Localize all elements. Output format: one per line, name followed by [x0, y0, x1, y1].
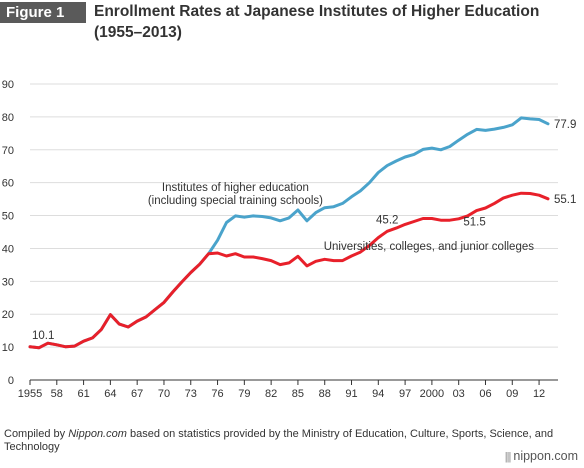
data-label: 51.5 — [463, 217, 485, 229]
x-tick-label: 2000 — [420, 388, 444, 400]
series-line-higher-education — [28, 116, 550, 350]
line-chart: 0 10 20 30 40 50 60 70 80 90 1955 58 61 64 67 70 73 76 79 8… — [2, 79, 577, 400]
chart-title-line2: (1955–2013) — [94, 24, 182, 41]
source-note: Compiled by Nippon.com based on statisti… — [4, 428, 580, 454]
x-tick-label: 73 — [185, 388, 197, 400]
y-tick-label: 20 — [2, 309, 14, 321]
brand-name: nippon.com — [513, 449, 578, 463]
x-tick-label: 76 — [211, 388, 223, 400]
chart-title-line1: Enrollment Rates at Japanese Institutes … — [94, 3, 540, 20]
x-tick-label: 91 — [345, 388, 357, 400]
brand-mark-icon: ||| — [504, 451, 512, 463]
y-tick-label: 80 — [2, 112, 14, 124]
x-tick-label: 94 — [372, 388, 384, 400]
series-label-universities: Universities, colleges, and junior colle… — [324, 241, 535, 253]
y-tick-label: 40 — [2, 243, 14, 255]
series-line-universities — [28, 191, 550, 350]
data-label: 45.2 — [376, 214, 398, 226]
y-tick-label: 50 — [2, 211, 14, 223]
x-tick-label: 03 — [453, 388, 465, 400]
x-tick-label: 85 — [292, 388, 304, 400]
y-tick-label: 10 — [2, 342, 14, 354]
y-tick-label: 70 — [2, 145, 14, 157]
x-tick-label: 1955 — [18, 388, 42, 400]
x-tick-label: 06 — [479, 388, 491, 400]
x-tick-label: 88 — [319, 388, 331, 400]
y-tick-label: 0 — [8, 375, 14, 387]
x-tick-label: 09 — [506, 388, 518, 400]
figure-label: Figure 1 — [0, 2, 86, 23]
x-tick-label: 70 — [158, 388, 170, 400]
x-tick-label: 67 — [131, 388, 143, 400]
x-tick-label: 12 — [533, 388, 545, 400]
source-suffix: based on statistics provided by the Mini… — [4, 428, 554, 453]
y-tick-label: 90 — [2, 79, 14, 91]
y-tick-label: 60 — [2, 178, 14, 190]
chart-title: Enrollment Rates at Japanese Institutes … — [94, 1, 582, 43]
series-label-higher-education-sub: (including special training schools) — [148, 195, 323, 207]
series-label-higher-education: Institutes of higher education — [162, 182, 309, 194]
source-site: Nippon.com — [68, 428, 127, 440]
x-tick-label: 58 — [51, 388, 63, 400]
x-tick-label: 82 — [265, 388, 277, 400]
source-prefix: Compiled by — [4, 428, 69, 440]
x-tick-label: 97 — [399, 388, 411, 400]
x-tick-label: 61 — [77, 388, 89, 400]
data-label: 10.1 — [32, 330, 54, 342]
data-label: 55.1 — [554, 194, 576, 206]
x-tick-label: 79 — [238, 388, 250, 400]
chart-header: Figure 1 Enrollment Rates at Japanese In… — [0, 0, 584, 44]
x-tick-label: 64 — [104, 388, 116, 400]
y-tick-label: 30 — [2, 276, 14, 288]
data-label: 77.9 — [554, 119, 576, 131]
brand-logo: ||| nippon.com — [505, 449, 578, 463]
